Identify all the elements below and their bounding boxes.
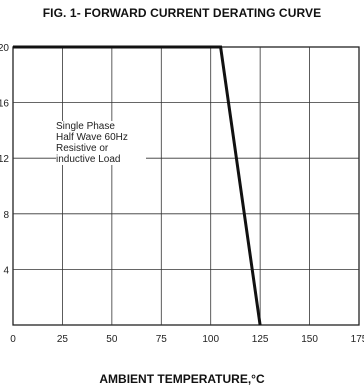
x-tick-label: 0 bbox=[10, 334, 16, 345]
y-tick-label: 4 bbox=[3, 265, 9, 276]
x-axis-label: AMBIENT TEMPERATURE,°C bbox=[99, 372, 265, 386]
x-tick-label: 75 bbox=[156, 334, 168, 345]
derating-curve bbox=[13, 45, 262, 326]
x-tick-label: 100 bbox=[202, 334, 219, 345]
x-tick-label: 125 bbox=[252, 334, 269, 345]
x-tick-label: 150 bbox=[301, 334, 318, 345]
chart-annotation: Single Phase Half Wave 60Hz Resistive or… bbox=[56, 121, 146, 165]
y-tick-label: 12 bbox=[0, 154, 9, 165]
x-tick-label: 50 bbox=[106, 334, 118, 345]
y-tick-label: 8 bbox=[3, 210, 9, 221]
annotation-line: inductive Load bbox=[56, 154, 121, 165]
annotation-line: Half Wave 60Hz bbox=[56, 132, 128, 143]
y-tick-label: 16 bbox=[0, 99, 9, 110]
annotation-line: Resistive or bbox=[56, 143, 109, 154]
x-tick-label: 175 bbox=[351, 334, 364, 345]
y-tick-label: 20 bbox=[0, 43, 9, 54]
plot-frame bbox=[12, 46, 360, 326]
annotation-line: Single Phase bbox=[56, 121, 115, 132]
chart-title: FIG. 1- FORWARD CURRENT DERATING CURVE bbox=[42, 6, 322, 20]
x-tick-label: 25 bbox=[57, 334, 69, 345]
